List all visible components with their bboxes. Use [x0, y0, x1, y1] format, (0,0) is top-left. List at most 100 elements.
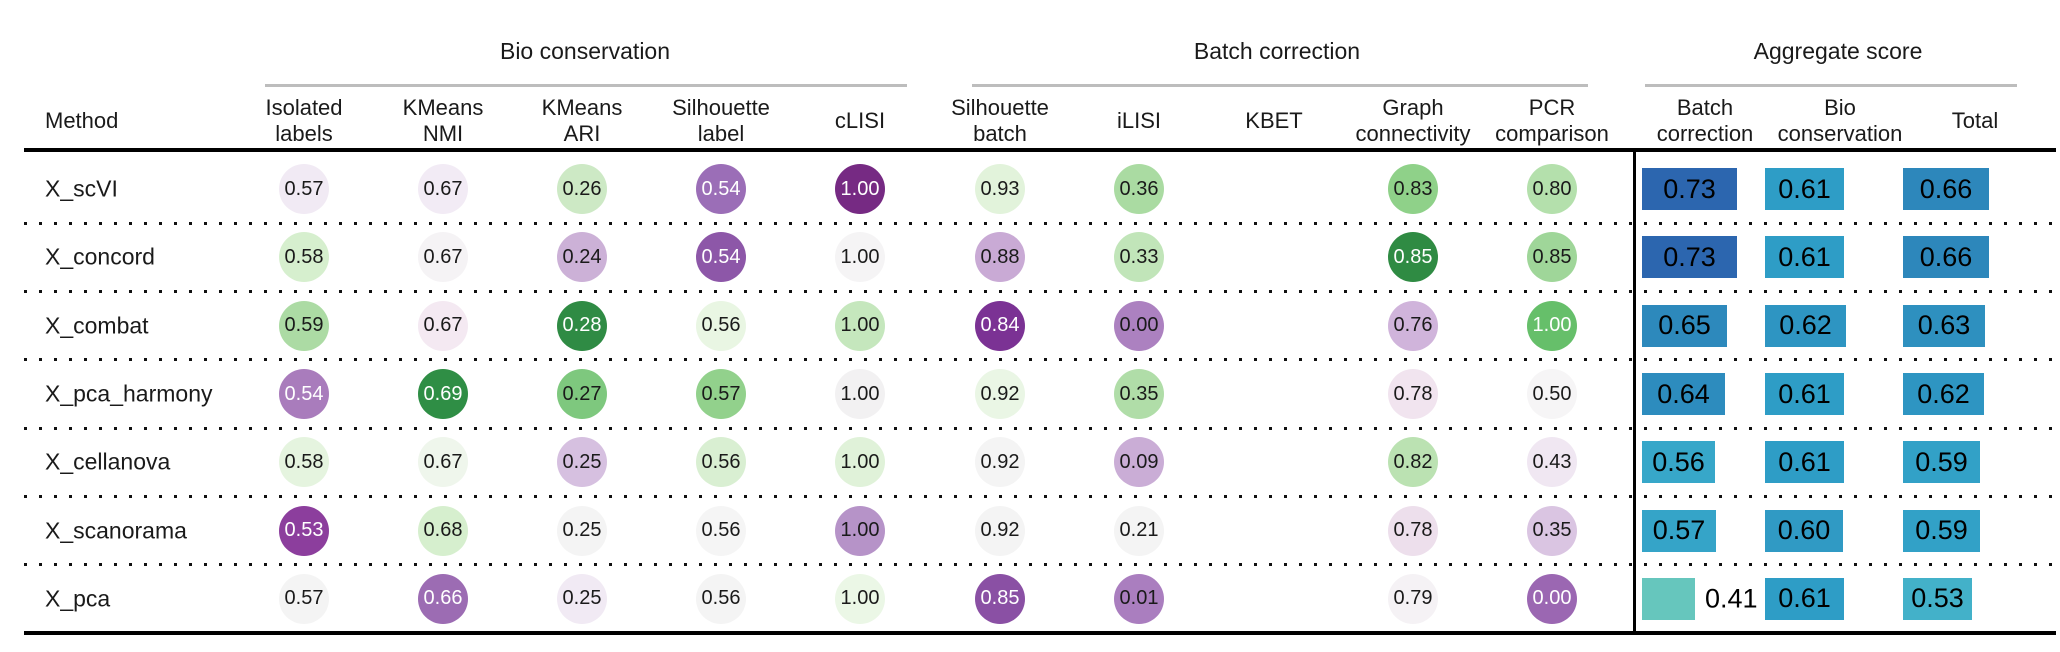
metric-circle: 0.85 [1527, 232, 1577, 283]
aggregate-column-header-1: Bio conservation [1777, 95, 1903, 146]
column-header-9: PCR comparison [1495, 95, 1609, 146]
metric-circle: 0.84 [975, 300, 1025, 351]
batch-correction-underline [972, 84, 1588, 87]
metric-circle: 0.79 [1388, 573, 1438, 624]
method-name: X_scVI [45, 175, 118, 202]
column-header-3: Silhouette label [672, 95, 770, 146]
metric-circle: 0.57 [279, 164, 329, 215]
metric-circle: 0.69 [418, 369, 468, 420]
metric-circle: 0.59 [279, 300, 329, 351]
metric-circle: 0.57 [696, 369, 746, 420]
aggregate-score-bar: 0.61 [1765, 577, 1844, 620]
row-separator-dotted [24, 358, 2056, 362]
metric-circle: 1.00 [1527, 300, 1577, 351]
metric-circle: 0.28 [557, 300, 607, 351]
method-name: X_combat [45, 312, 149, 339]
column-header-1: KMeans NMI [402, 95, 484, 146]
metric-circle: 0.92 [975, 369, 1025, 420]
metric-circle: 0.56 [696, 437, 746, 488]
method-name: X_concord [45, 243, 155, 270]
aggregate-score-bar: 0.61 [1765, 236, 1844, 279]
metric-circle: 0.78 [1388, 505, 1438, 556]
bottom-border-line [24, 631, 2056, 635]
method-name: X_cellanova [45, 448, 171, 475]
metric-circle: 1.00 [835, 505, 885, 556]
method-name: X_scanorama [45, 517, 187, 544]
metric-circle: 0.82 [1388, 437, 1438, 488]
metric-circle: 1.00 [835, 164, 885, 215]
metric-circle: 0.85 [975, 573, 1025, 624]
aggregate-score-bar: 0.57 [1642, 509, 1716, 552]
metric-circle: 0.09 [1114, 437, 1164, 488]
metric-circle: 0.67 [418, 232, 468, 283]
metric-circle: 0.53 [279, 505, 329, 556]
metric-circle: 0.00 [1527, 573, 1577, 624]
metric-circle: 0.25 [557, 437, 607, 488]
column-header-2: KMeans ARI [541, 95, 623, 146]
aggregate-score-bar: 0.73 [1642, 168, 1737, 211]
metric-circle: 0.83 [1388, 164, 1438, 215]
aggregate-score-bar: 0.60 [1765, 509, 1843, 552]
aggregate-score-bar: 0.53 [1903, 577, 1972, 620]
method-name: X_pca [45, 585, 111, 612]
aggregate-score-bar: 0.59 [1903, 509, 1980, 552]
metric-circle: 0.24 [557, 232, 607, 283]
metric-circle: 0.33 [1114, 232, 1164, 283]
metric-circle: 1.00 [835, 300, 885, 351]
metric-circle: 0.58 [279, 437, 329, 488]
metric-circle: 0.57 [279, 573, 329, 624]
aggregate-score-bar: 0.73 [1642, 236, 1737, 279]
metric-circle: 0.67 [418, 437, 468, 488]
metric-circle: 0.26 [557, 164, 607, 215]
metric-circle: 0.27 [557, 369, 607, 420]
method-name: X_pca_harmony [45, 380, 213, 407]
header-separator-line [24, 148, 2056, 152]
metric-circle: 0.66 [418, 573, 468, 624]
metric-circle: 0.54 [696, 164, 746, 215]
aggregate-score-bar-label: 0.41 [1705, 583, 1758, 614]
metric-circle: 0.00 [1114, 300, 1164, 351]
aggregate-score-bar: 0.62 [1765, 304, 1846, 347]
aggregate-score-underline [1645, 84, 2017, 87]
metric-circle: 0.35 [1527, 505, 1577, 556]
metric-circle: 0.25 [557, 505, 607, 556]
column-header-4: cLISI [834, 108, 886, 134]
aggregate-score-bar: 0.56 [1642, 441, 1715, 484]
column-header-5: Silhouette batch [951, 95, 1049, 146]
metric-circle: 0.56 [696, 573, 746, 624]
metric-circle: 0.67 [418, 300, 468, 351]
aggregate-divider-line [1633, 150, 1636, 634]
aggregate-score-bar: 0.66 [1903, 168, 1989, 211]
column-header-0: Isolated labels [265, 95, 343, 146]
metric-circle: 0.67 [418, 164, 468, 215]
aggregate-score-bar: 0.63 [1903, 304, 1985, 347]
aggregate-score-bar: 0.64 [1642, 373, 1725, 416]
metric-circle: 1.00 [835, 369, 885, 420]
metric-circle: 0.25 [557, 573, 607, 624]
metric-circle: 0.35 [1114, 369, 1164, 420]
metric-circle: 0.50 [1527, 369, 1577, 420]
metric-circle: 0.92 [975, 437, 1025, 488]
metric-circle: 1.00 [835, 437, 885, 488]
aggregate-score-bar: 0.66 [1903, 236, 1989, 279]
column-header-6: iLISI [1116, 108, 1162, 134]
aggregate-score-bar: 0.62 [1903, 373, 1984, 416]
metric-circle: 0.92 [975, 505, 1025, 556]
metric-circle: 1.00 [835, 573, 885, 624]
metric-circle: 0.54 [696, 232, 746, 283]
group-title-aggregate-score: Aggregate score [1753, 38, 1923, 64]
metric-circle: 0.58 [279, 232, 329, 283]
metric-circle: 0.21 [1114, 505, 1164, 556]
column-header-7: KBET [1245, 108, 1303, 134]
metric-circle: 0.93 [975, 164, 1025, 215]
metric-circle: 0.85 [1388, 232, 1438, 283]
column-header-8: Graph connectivity [1355, 95, 1471, 146]
row-separator-dotted [24, 426, 2056, 430]
metric-circle: 0.56 [696, 300, 746, 351]
row-separator-dotted [24, 290, 2056, 294]
metric-circle: 0.78 [1388, 369, 1438, 420]
aggregate-column-header-0: Batch correction [1656, 95, 1754, 146]
method-column-header: Method [45, 108, 119, 133]
metric-circle: 0.88 [975, 232, 1025, 283]
